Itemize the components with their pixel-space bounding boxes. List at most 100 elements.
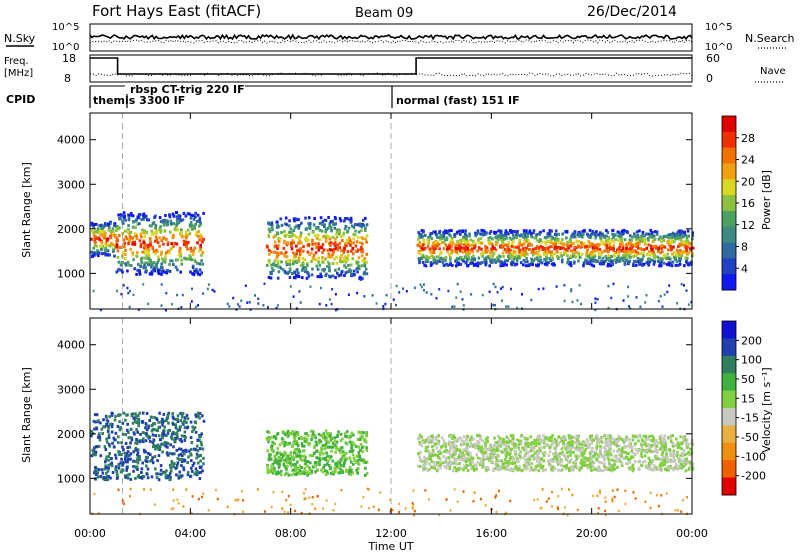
data-cell — [495, 236, 498, 239]
data-cell — [514, 450, 517, 453]
data-cell — [552, 264, 555, 267]
data-cell — [153, 444, 156, 447]
data-cell — [335, 293, 337, 296]
data-cell — [480, 261, 483, 264]
data-cell — [150, 266, 153, 269]
data-cell — [669, 233, 672, 236]
data-cell — [427, 246, 430, 249]
data-cell — [675, 463, 678, 466]
data-cell — [168, 475, 171, 478]
data-cell — [125, 414, 128, 417]
data-cell — [316, 469, 319, 472]
data-cell — [268, 235, 271, 238]
data-cell — [345, 266, 348, 269]
data-cell — [547, 454, 550, 457]
data-cell — [499, 437, 502, 440]
data-cell — [191, 300, 193, 303]
data-cell — [663, 254, 666, 257]
data-cell — [659, 251, 662, 254]
data-cell — [591, 263, 594, 266]
freq-label: Freq. — [4, 56, 29, 67]
data-cell — [93, 290, 95, 293]
data-cell — [346, 443, 349, 446]
data-cell — [653, 234, 656, 237]
data-cell — [366, 449, 369, 452]
data-cell — [190, 454, 193, 457]
data-cell — [675, 438, 678, 441]
nave-tick-bottom: 0 — [706, 72, 713, 85]
data-cell — [177, 221, 180, 224]
data-cell — [640, 235, 643, 238]
data-cell — [365, 261, 368, 264]
data-cell — [123, 239, 126, 242]
data-cell — [180, 231, 183, 234]
data-cell — [518, 443, 521, 446]
data-cell — [278, 466, 281, 469]
data-cell — [227, 303, 229, 306]
data-cell — [526, 253, 529, 256]
data-cell — [566, 244, 569, 247]
data-cell — [458, 244, 461, 247]
data-cell — [343, 249, 346, 252]
data-cell — [126, 230, 129, 233]
data-cell — [618, 251, 621, 254]
data-cell — [136, 465, 139, 468]
data-cell — [279, 443, 282, 446]
data-cell — [609, 465, 612, 468]
data-cell — [134, 420, 137, 423]
data-cell — [165, 292, 167, 295]
data-cell — [356, 468, 359, 471]
data-cell — [552, 253, 555, 256]
data-cell — [140, 245, 143, 248]
data-cell — [589, 235, 592, 238]
data-cell — [126, 237, 129, 240]
data-cell — [329, 298, 331, 301]
data-cell — [557, 443, 560, 446]
data-cell — [352, 247, 355, 250]
data-cell — [286, 223, 289, 226]
data-cell — [461, 439, 464, 442]
data-cell — [284, 433, 287, 436]
data-cell — [452, 469, 455, 472]
data-cell — [364, 467, 367, 470]
data-cell — [570, 245, 573, 248]
data-cell — [507, 241, 510, 244]
data-cell — [496, 441, 499, 444]
data-cell — [151, 424, 154, 427]
data-cell — [104, 254, 107, 257]
data-cell — [348, 294, 350, 297]
data-cell — [350, 273, 353, 276]
data-cell — [286, 263, 289, 266]
data-cell — [330, 229, 333, 232]
data-cell — [107, 475, 110, 478]
data-cell — [176, 217, 179, 220]
data-cell — [611, 255, 614, 258]
data-cell — [129, 306, 131, 309]
data-cell — [581, 253, 584, 256]
data-cell — [616, 257, 619, 260]
data-cell — [289, 263, 292, 266]
data-cell — [302, 257, 305, 260]
data-cell — [590, 252, 593, 255]
data-cell — [319, 303, 321, 306]
data-cell — [124, 262, 127, 265]
data-cell — [502, 286, 504, 289]
data-cell — [150, 224, 153, 227]
data-cell — [138, 474, 141, 477]
data-cell — [152, 232, 155, 235]
data-cell — [183, 468, 186, 471]
data-cell — [171, 460, 174, 463]
data-cell — [684, 439, 687, 442]
data-cell — [122, 222, 125, 225]
data-cell — [299, 472, 302, 475]
power-data-cells — [90, 113, 694, 312]
data-cell — [340, 255, 343, 258]
data-cell — [449, 449, 452, 452]
nave-label: Nave — [760, 66, 786, 77]
data-cell — [122, 469, 125, 472]
data-cell — [190, 250, 193, 253]
data-cell — [291, 473, 294, 476]
data-cell — [607, 264, 610, 267]
data-cell — [145, 422, 148, 425]
